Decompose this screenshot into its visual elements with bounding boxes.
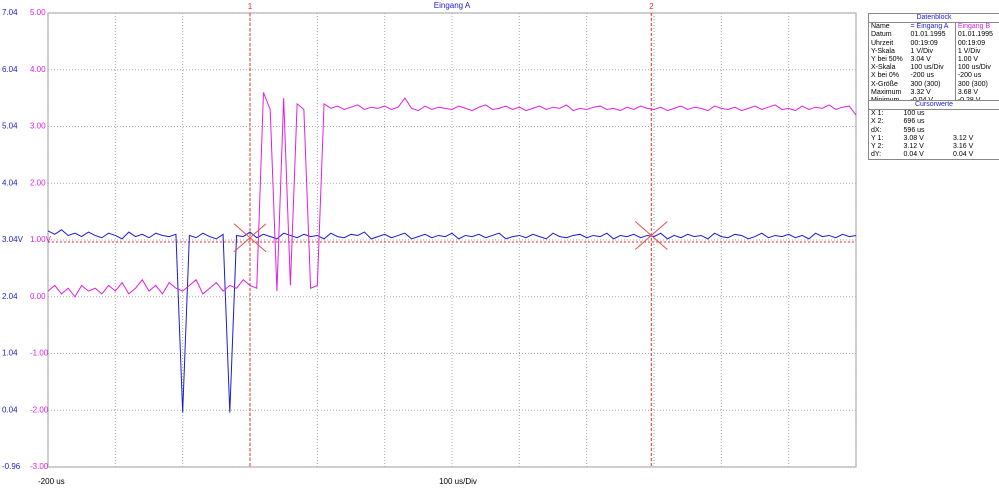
table-row: Name = Eingang A Eingang B xyxy=(869,23,999,32)
y2-tick-label: -2.00 xyxy=(30,405,49,414)
table-cell xyxy=(951,118,999,126)
table-cell xyxy=(951,127,999,135)
table-cell: -200 us xyxy=(910,72,934,80)
table-row: Y 2: 3.12 V 3.16 V xyxy=(869,143,999,151)
table-cell: 01.01.1995 xyxy=(954,31,999,40)
table-cell xyxy=(951,110,999,118)
table-cell: 3.12 V xyxy=(953,134,974,142)
y-tick-label: -0.96 xyxy=(2,462,21,471)
table-cell: Eingang B xyxy=(954,23,999,32)
table-cell: 00:19:09 xyxy=(910,39,938,47)
y-tick-label: 4.04 xyxy=(2,178,18,187)
y-tick-label: 1.04 xyxy=(2,349,18,358)
plot-frame xyxy=(47,12,857,468)
table-cell: 3.68 V xyxy=(954,88,999,98)
table-cell: 100 us xyxy=(903,110,925,118)
table-cell: 1 V/Div xyxy=(954,47,999,57)
cursorwerte-title: Cursorwerte xyxy=(869,101,999,111)
x-axis-label: 100 us/Div xyxy=(439,477,477,486)
y-tick-label: 6.04 xyxy=(2,65,18,74)
table-cell: 596 us xyxy=(903,126,925,134)
table-cell: Name xyxy=(871,23,890,31)
table-cell: 300 (300) xyxy=(910,80,941,88)
table-cell: 1.00 V xyxy=(954,56,999,65)
y2-tick-label: -3.00 xyxy=(30,462,49,471)
chart-title: Eingang A xyxy=(434,1,471,10)
table-row: X-Größe 300 (300) 300 (300) xyxy=(869,80,999,89)
table-cell: 3.12 V xyxy=(903,143,924,151)
table-row: Y bei 50% 3.04 V 1.00 V xyxy=(869,56,999,65)
table-cell: 0.04 V xyxy=(953,151,974,159)
table-cell: = Eingang A xyxy=(910,23,949,31)
cursor-cross xyxy=(233,223,267,253)
trace xyxy=(47,92,857,298)
table-cell: Y-Skala xyxy=(871,47,895,55)
y-tick-label: 3.04V xyxy=(2,235,24,244)
cursor-label: 2 xyxy=(649,2,654,11)
table-row: Maximum 3.32 V 3.68 V xyxy=(869,88,999,98)
table-cell: X bei 0% xyxy=(871,72,900,80)
table-cell: Uhrzeit xyxy=(871,39,894,47)
table-cell: dX: xyxy=(871,126,882,134)
y2-tick-label: 4.00 xyxy=(30,65,46,74)
y2-tick-label: 1.00V xyxy=(30,235,52,244)
y-tick-label: 7.04 xyxy=(2,8,18,17)
cursor-label: 1 xyxy=(248,2,253,11)
table-cell: Datum xyxy=(871,31,892,39)
table-cell: X-Skala xyxy=(871,64,896,72)
y2-tick-label: 5.00 xyxy=(30,8,46,17)
y-tick-label: 0.04 xyxy=(2,405,18,414)
table-cell: Y 1: xyxy=(871,134,884,142)
table-cell: 3.04 V xyxy=(910,56,931,64)
cursorwerte: Cursorwerte X 1: 100 us X 2: 696 us dX: 596 u… xyxy=(868,100,999,161)
table-row: Uhrzeit 00:19:09 00:19:09 xyxy=(869,39,999,48)
cursor-cross xyxy=(634,221,668,250)
table-cell: 696 us xyxy=(903,118,925,126)
table-row: dX: 596 us xyxy=(869,127,999,135)
datenblock: Datenblock Name = Eingang A Eingang B Datum… xyxy=(868,13,999,107)
table-cell: X-Größe xyxy=(871,80,898,88)
datenblock-title: Datenblock xyxy=(869,14,999,24)
table-row: X 2: 696 us xyxy=(869,118,999,126)
table-cell: X 1: xyxy=(871,110,884,118)
y2-tick-label: -1.00 xyxy=(30,349,49,358)
y-tick-label: 5.04 xyxy=(2,122,18,131)
table-row: dY: 0.04 V 0.04 V xyxy=(869,151,999,159)
table-cell: Maximum xyxy=(871,88,902,96)
table-cell: 100 us/Div xyxy=(954,64,999,73)
table-cell: 300 (300) xyxy=(954,80,999,89)
table-cell: Y 2: xyxy=(871,143,884,151)
y2-tick-label: 2.00 xyxy=(30,178,46,187)
table-cell: 3.08 V xyxy=(903,134,924,142)
table-cell: X 2: xyxy=(871,118,884,126)
y2-tick-label: 3.00 xyxy=(30,122,46,131)
table-row: X-Skala 100 us/Div 100 us/Div xyxy=(869,64,999,73)
table-cell: Y bei 50% xyxy=(871,56,903,64)
table-cell: 1 V/Div xyxy=(910,47,934,55)
table-cell: 3.16 V xyxy=(953,143,974,151)
table-row: X 1: 100 us xyxy=(869,110,999,118)
y-tick-label: 2.04 xyxy=(2,292,18,301)
trace xyxy=(47,229,857,413)
table-cell: 01.01.1995 xyxy=(910,31,946,39)
table-row: Y-Skala 1 V/Div 1 V/Div xyxy=(869,47,999,57)
table-cell: dY: xyxy=(871,151,882,159)
datenblock-table: Name = Eingang A Eingang B Datum 01.01.1995 0… xyxy=(869,23,999,106)
table-cell: 0.04 V xyxy=(903,151,924,159)
y2-tick-label: 0.00 xyxy=(30,292,46,301)
table-cell: 3.32 V xyxy=(910,88,931,96)
table-row: Y 1: 3.08 V 3.12 V xyxy=(869,135,999,143)
table-row: X bei 0% -200 us -200 us xyxy=(869,72,999,81)
table-row: Datum 01.01.1995 01.01.1995 xyxy=(869,31,999,40)
table-cell: 00:19:09 xyxy=(954,39,999,48)
x-start-label: -200 us xyxy=(38,477,65,486)
table-cell: 100 us/Div xyxy=(910,64,944,72)
table-cell: -200 us xyxy=(954,72,999,81)
